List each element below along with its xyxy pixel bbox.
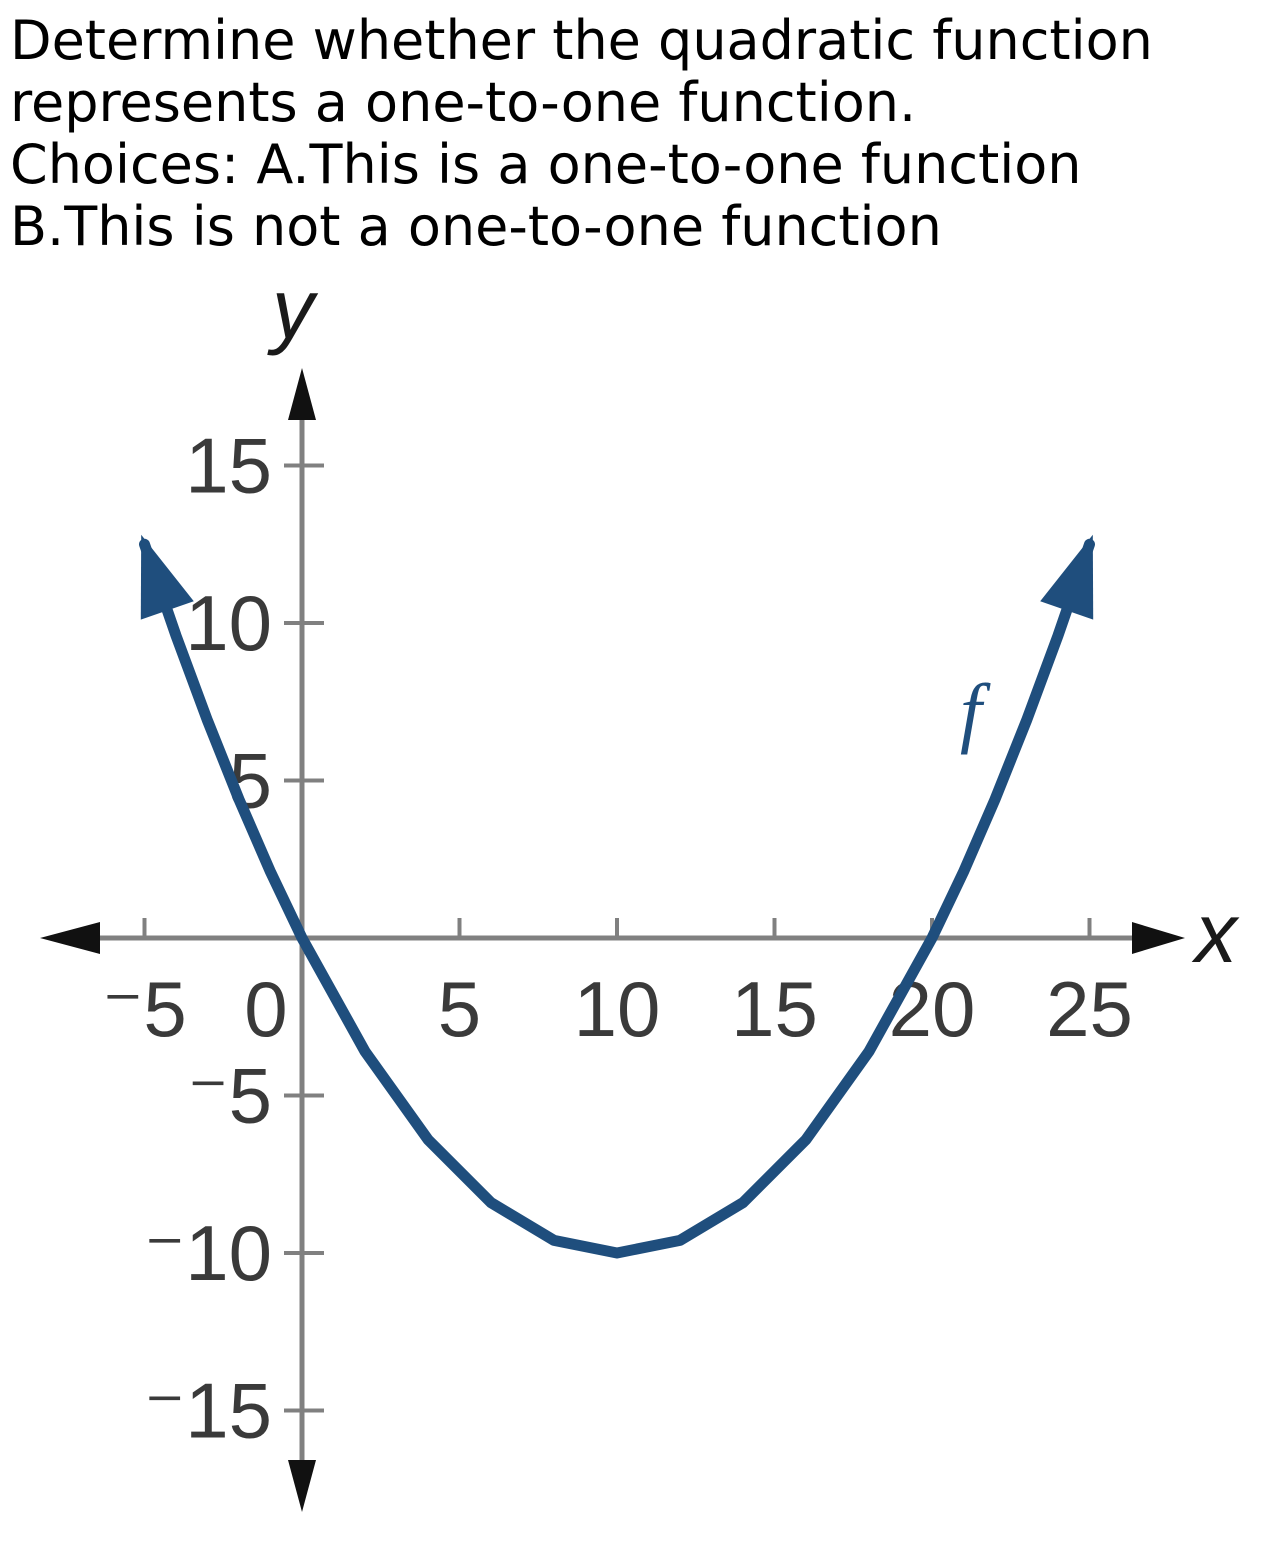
series-curve-f (139, 538, 1095, 1259)
question-line-1: Determine whether the quadratic function (10, 9, 1153, 72)
y-axis-top-arrow (288, 368, 316, 420)
y-tick-label-10: 10 (185, 579, 272, 667)
y-axis-label: y (267, 262, 319, 356)
series-layer (139, 534, 1095, 1259)
axes (40, 368, 1185, 1512)
question-text: Determine whether the quadratic function… (10, 10, 1270, 258)
x-tick-label--5: ⁻5 (102, 965, 187, 1053)
x-axis-right-arrow (1132, 922, 1185, 954)
question-line-4: B.This is not a one-to-one function (10, 195, 942, 258)
series-f-right-arrowhead (1040, 534, 1094, 620)
x-axis-left-arrow (40, 922, 100, 954)
x-axis-label: x (1191, 886, 1240, 980)
tick-marks (142, 463, 1092, 1413)
question-line-2: represents a one-to-one function. (10, 71, 917, 134)
y-tick-label--15: ⁻15 (144, 1367, 272, 1455)
question-line-3: Choices: A.This is a one-to-one function (10, 133, 1082, 196)
x-tick-label-20: 20 (889, 965, 976, 1053)
x-tick-label-10: 10 (574, 965, 661, 1053)
x-tick-label-15: 15 (731, 965, 818, 1053)
y-tick-label-15: 15 (185, 422, 272, 510)
series-f-left-arrowhead (140, 534, 194, 620)
x-tick-label-0: 0 (244, 965, 287, 1053)
x-tick-label-25: 25 (1046, 965, 1133, 1053)
y-axis-bottom-arrow (288, 1460, 316, 1512)
y-tick-label--10: ⁻10 (144, 1209, 272, 1297)
x-tick-label-5: 5 (438, 965, 481, 1053)
series-label-f: f (960, 668, 991, 755)
y-tick-label--5: ⁻5 (187, 1052, 272, 1140)
